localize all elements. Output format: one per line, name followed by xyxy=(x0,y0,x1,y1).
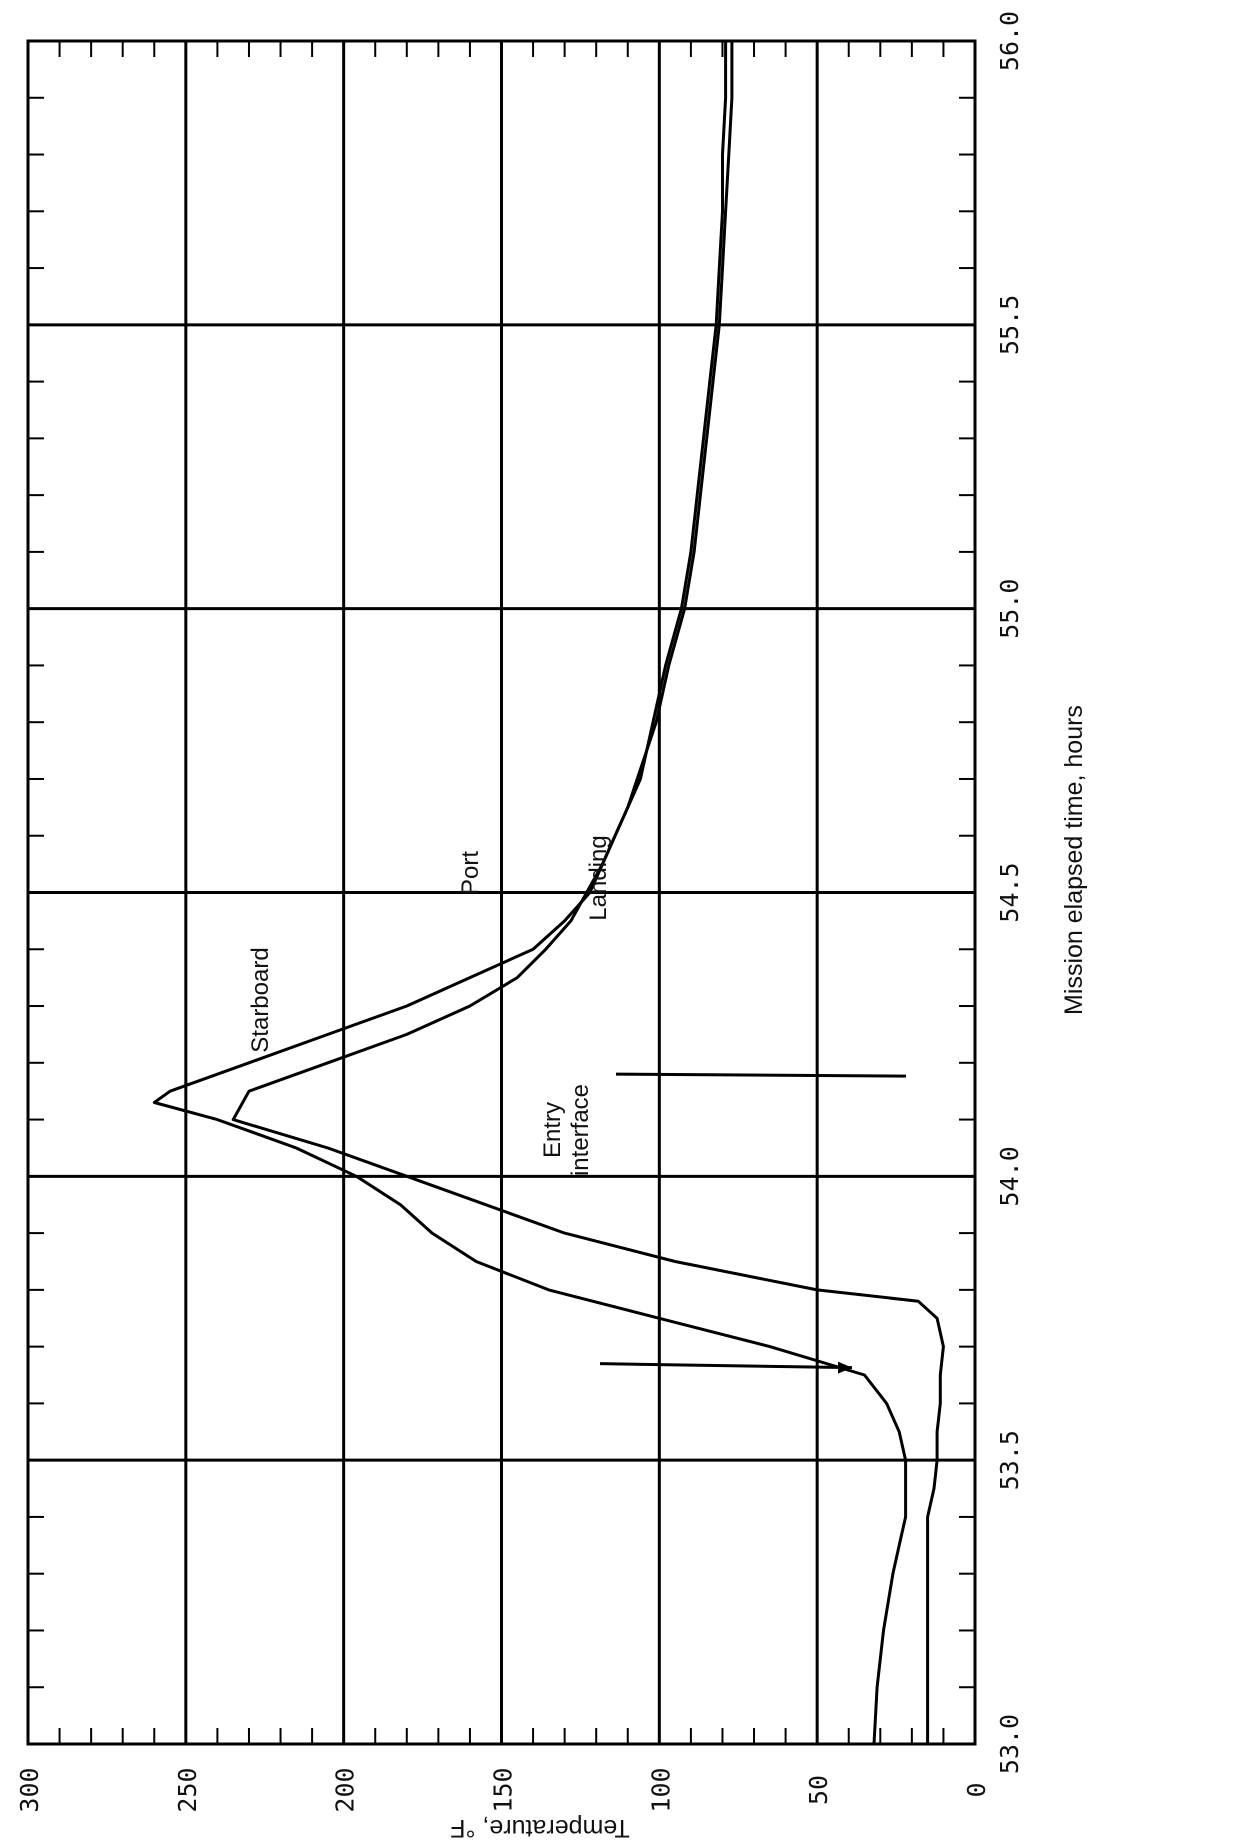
x-tick-label: 55.0 xyxy=(995,579,1024,639)
series-lines xyxy=(152,41,945,1745)
x-axis-label: Mission elapsed time, hours xyxy=(1060,705,1088,1015)
x-tick-label: 53.0 xyxy=(995,1714,1024,1774)
y-tick-label: 250 xyxy=(173,1767,202,1812)
entry-interface-label-line1: Entry xyxy=(539,1102,566,1158)
plot-frame xyxy=(26,39,977,1746)
y-tick-label: 0 xyxy=(962,1782,991,1797)
x-tick-label: 53.5 xyxy=(995,1430,1024,1490)
y-tick-label: 150 xyxy=(489,1767,518,1812)
x-tick-label: 54.0 xyxy=(995,1146,1024,1206)
minor-ticks xyxy=(28,41,975,1744)
y-axis-label: Temperature, °F xyxy=(450,1814,630,1842)
series-line-starboard xyxy=(152,41,908,1745)
grid xyxy=(26,39,977,1746)
y-tick-label: 100 xyxy=(646,1767,675,1812)
entry-interface-label-line2: interface xyxy=(567,1084,594,1176)
landing-pointer xyxy=(615,1072,907,1078)
y-tick-label: 300 xyxy=(15,1767,44,1812)
x-tick-label: 54.5 xyxy=(995,862,1024,922)
entry-interface-arrowhead xyxy=(838,1361,852,1374)
entry-interface-pointer xyxy=(599,1362,853,1370)
x-tick-label: 55.5 xyxy=(995,295,1024,355)
y-tick-label: 50 xyxy=(804,1775,833,1805)
landing-label: Landing xyxy=(585,835,612,920)
port-label: Port xyxy=(457,851,484,895)
x-tick-labels: 53.0 53.5 54.0 54.5 55.0 55.5 56.0 xyxy=(995,11,1024,1774)
starboard-label: Starboard xyxy=(247,947,274,1052)
y-tick-labels: 0 50 100 150 200 250 300 xyxy=(15,1767,991,1812)
y-tick-label: 200 xyxy=(331,1767,360,1812)
x-tick-label: 56.0 xyxy=(995,11,1024,71)
series-line-port xyxy=(231,41,945,1744)
event-lines xyxy=(48,1072,907,1374)
